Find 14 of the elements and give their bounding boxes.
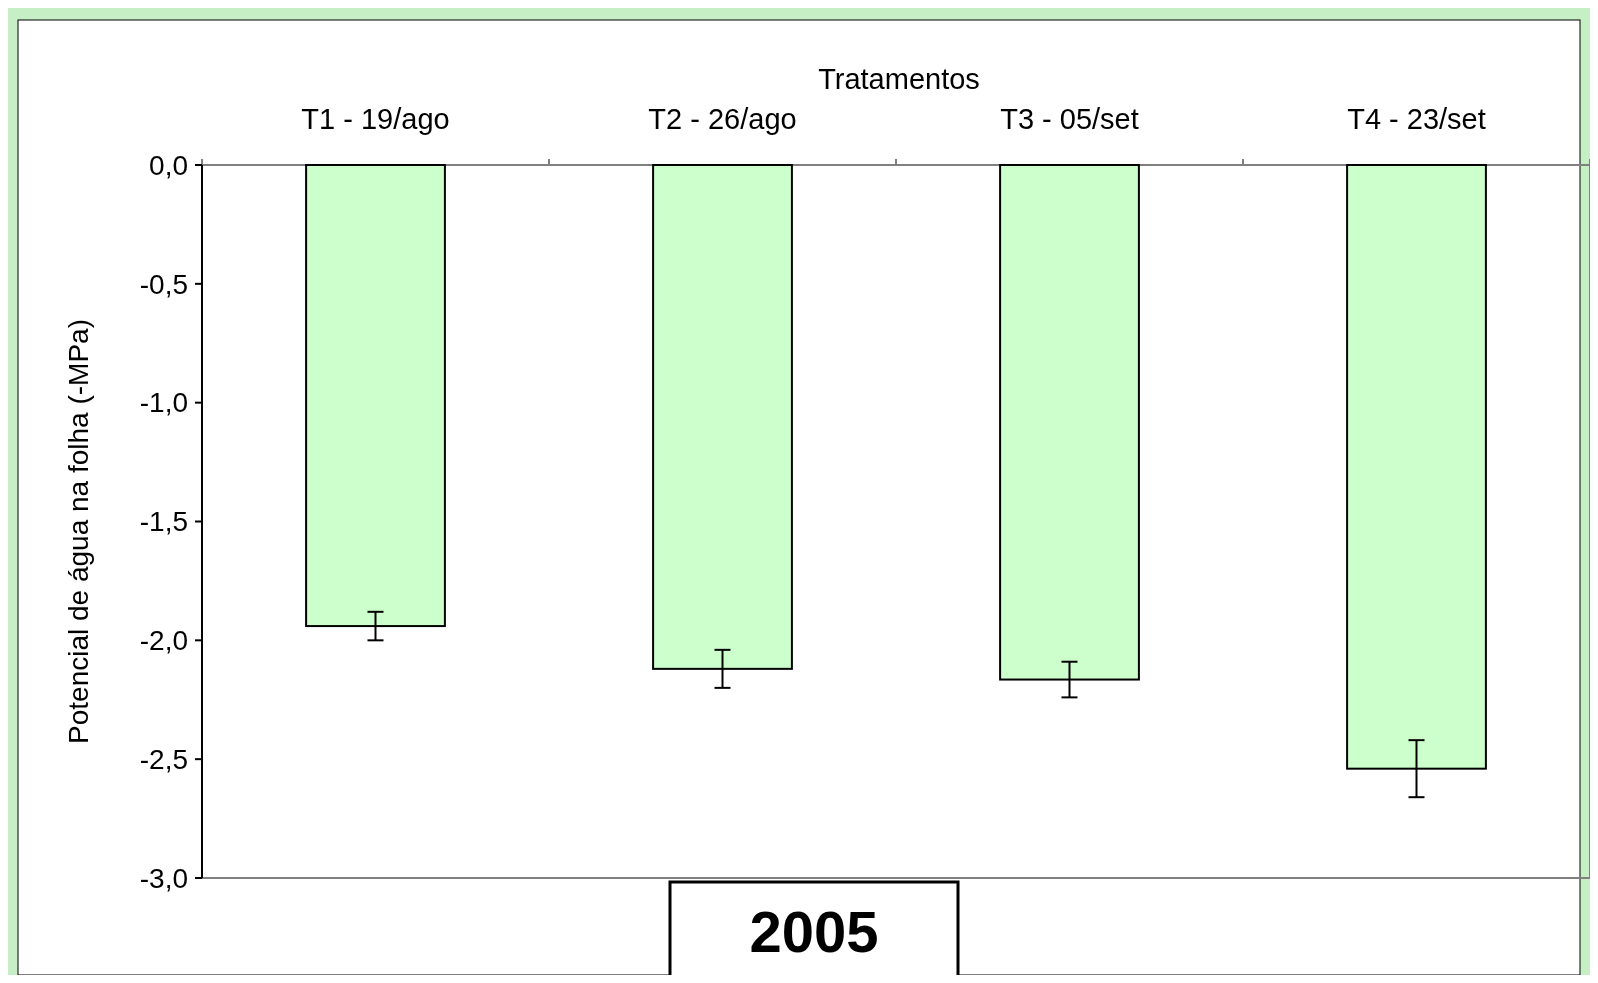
y-tick-label: -1,0 bbox=[139, 387, 188, 419]
x-tick-label: T2 - 26/ago bbox=[648, 103, 797, 136]
x-tick-label: T4 - 23/set bbox=[1347, 103, 1486, 136]
y-tick-label: -0,5 bbox=[139, 268, 188, 300]
y-tick-label: -2,5 bbox=[139, 743, 188, 775]
y-tick-label: -3,0 bbox=[139, 862, 188, 894]
x-tick-label: T1 - 19/ago bbox=[301, 103, 450, 136]
y-tick-label: 0,0 bbox=[149, 149, 188, 181]
x-axis-title: Tratamentos bbox=[818, 63, 980, 96]
y-tick-label: -1,5 bbox=[139, 506, 188, 538]
y-axis-title: Potencial de água na folha (-MPa) bbox=[62, 319, 94, 744]
x-tick-label: T3 - 05/set bbox=[1000, 103, 1139, 136]
text: 2005 bbox=[749, 899, 879, 965]
y-tick-label: -2,0 bbox=[139, 625, 188, 657]
